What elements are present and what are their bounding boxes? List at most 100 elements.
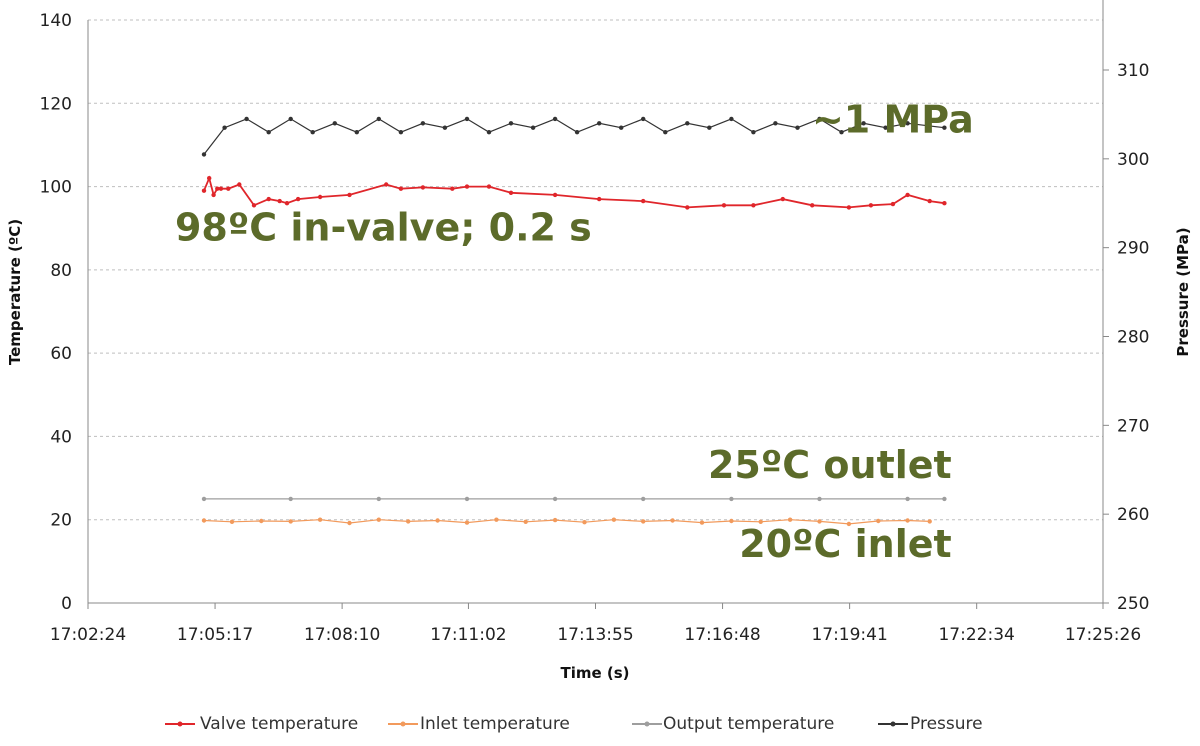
x-tick-label: 17:08:10 <box>304 625 380 645</box>
legend-swatch-marker <box>177 721 183 727</box>
data-point <box>523 519 528 524</box>
data-point <box>751 203 756 208</box>
y-right-tick-label: 270 <box>1117 416 1149 436</box>
data-point <box>927 519 932 524</box>
data-point <box>582 520 587 525</box>
legend-swatch-marker <box>890 721 896 727</box>
data-point <box>707 125 712 130</box>
x-tick-label: 17:02:24 <box>50 625 126 645</box>
legend-label: Inlet temperature <box>420 714 570 734</box>
data-point <box>288 496 293 502</box>
data-point <box>810 203 815 208</box>
data-point <box>530 125 536 130</box>
x-tick-label: 17:13:55 <box>557 625 633 645</box>
axes-layer: 0 20 40 60 80 100 120 140 250 260 270 280 290 300 310 1… <box>40 0 1149 645</box>
data-point <box>486 184 492 189</box>
data-point <box>876 518 881 524</box>
y-left-tick-label: 80 <box>50 261 72 281</box>
data-point <box>817 116 822 122</box>
y-left-tick-label: 20 <box>50 511 72 531</box>
data-point <box>464 520 470 525</box>
data-point <box>611 517 617 522</box>
data-point <box>670 518 675 523</box>
data-point <box>905 518 910 523</box>
y-axis-left-title: Temperature (ºC) <box>6 219 24 365</box>
data-point <box>222 125 227 130</box>
data-point <box>619 125 624 130</box>
data-point <box>406 519 411 524</box>
data-point <box>295 196 301 202</box>
series-pressure <box>201 116 947 157</box>
data-point <box>846 205 852 210</box>
legend-label: Pressure <box>910 714 983 734</box>
legend-item: Pressure <box>878 714 983 734</box>
series-inlet-temperature <box>201 517 932 527</box>
series-line <box>203 118 945 155</box>
data-point <box>384 182 389 187</box>
legend-swatch-marker <box>400 721 406 727</box>
series-line <box>203 519 930 525</box>
data-point <box>201 188 207 193</box>
legend: Valve temperature Inlet temperature Output… <box>165 714 983 734</box>
data-point <box>942 125 947 130</box>
data-point <box>251 203 257 208</box>
legend-item: Inlet temperature <box>388 714 570 734</box>
data-point <box>883 125 888 130</box>
x-tick-label: 17:22:34 <box>938 625 1014 645</box>
data-point <box>201 152 207 157</box>
data-point <box>332 121 337 126</box>
data-point <box>641 519 646 524</box>
data-point <box>663 130 668 135</box>
data-point <box>376 496 381 502</box>
annotation-label: 98ºC in-valve; 0.2 s <box>175 206 592 250</box>
y-left-tick-label: 100 <box>40 178 72 198</box>
data-point <box>398 186 404 191</box>
data-point <box>839 130 844 135</box>
data-point <box>699 520 705 525</box>
y-right-tick-label: 260 <box>1117 505 1149 525</box>
y-right-tick-label: 290 <box>1117 239 1149 259</box>
data-point <box>317 517 323 522</box>
data-point <box>310 130 315 135</box>
y-left-tick-label: 40 <box>50 427 72 447</box>
data-point <box>288 519 293 524</box>
data-point <box>464 184 470 189</box>
data-point <box>508 121 514 126</box>
y-left-tick-label: 0 <box>61 594 72 614</box>
annotation-label: 25ºC outlet <box>708 443 952 487</box>
data-point <box>450 186 455 191</box>
legend-label: Valve temperature <box>200 714 358 734</box>
series-layer <box>201 116 947 527</box>
annotation-layer: ~1 MPa 98ºC in-valve; 0.2 s 25ºC outlet 20º… <box>175 97 974 566</box>
data-point <box>795 125 800 130</box>
data-point <box>376 517 381 522</box>
data-point <box>787 517 793 522</box>
data-point <box>685 205 690 210</box>
x-tick-label: 17:19:41 <box>811 625 887 645</box>
data-point <box>211 192 216 198</box>
data-point <box>259 518 264 524</box>
y-right-tick-label: 310 <box>1117 61 1149 81</box>
y-left-tick-label: 140 <box>40 11 72 31</box>
series-valve-temperature <box>201 175 947 210</box>
data-point <box>905 496 910 502</box>
data-point <box>552 192 558 198</box>
data-point <box>890 201 896 207</box>
data-point <box>927 198 932 204</box>
x-axis-title: Time (s) <box>560 664 629 682</box>
data-point <box>685 121 690 126</box>
y-left-tick-label: 120 <box>40 94 72 114</box>
data-point <box>758 519 763 524</box>
x-tick-label: 17:25:26 <box>1065 625 1141 645</box>
data-point <box>494 517 499 522</box>
data-point <box>552 496 558 502</box>
data-point <box>905 121 910 126</box>
data-point <box>354 130 359 135</box>
data-point <box>442 125 448 130</box>
data-point <box>218 186 224 191</box>
data-point <box>317 194 323 200</box>
data-point <box>347 520 352 526</box>
data-point <box>721 203 727 208</box>
